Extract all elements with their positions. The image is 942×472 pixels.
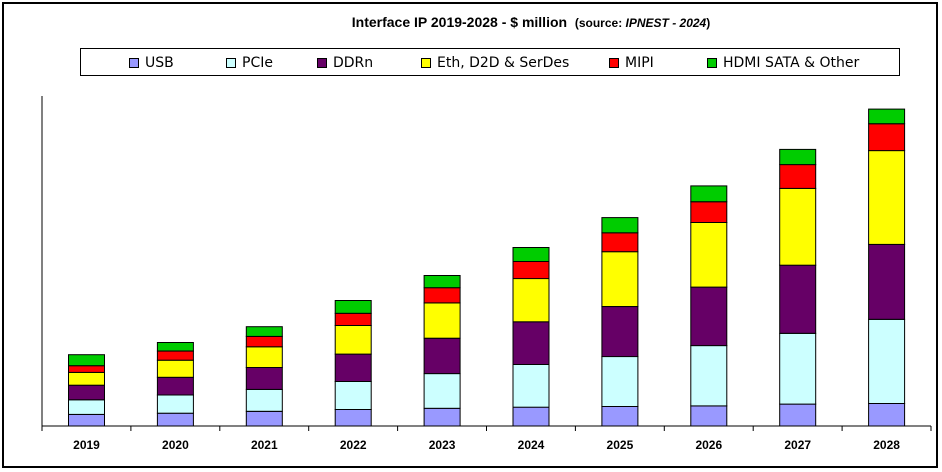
bar-segment-2021-3 (245, 346, 283, 368)
bar-segment-2023-1 (423, 373, 461, 409)
bar-segment-2026-4 (690, 201, 728, 224)
bar-segment-2019-3 (68, 371, 105, 386)
x-tick-label-2028: 2028 (873, 438, 900, 452)
bar-segment-2025-4 (601, 232, 639, 253)
bar-segment-2024-2 (512, 321, 550, 365)
bar-segment-2026-1 (690, 345, 728, 407)
legend-label-pcie: PCIe (242, 55, 273, 71)
legend-swatch-pcie (226, 58, 236, 68)
bar-segment-2019-5 (68, 354, 105, 367)
bar-segment-2023-5 (423, 275, 461, 289)
bar-segment-2020-4 (156, 350, 194, 361)
bar-segment-2023-2 (423, 337, 461, 375)
bar-segment-2027-3 (779, 187, 817, 266)
x-tick-label-2025: 2025 (607, 438, 634, 452)
bar-segment-2026-3 (690, 222, 728, 288)
bar-segment-2022-0 (334, 409, 372, 427)
bar-segment-2019-2 (68, 384, 105, 401)
bar-segment-2019-4 (68, 365, 105, 373)
bar-segment-2028-1 (868, 318, 906, 404)
bar-segment-2027-5 (779, 148, 817, 166)
bar-segment-2021-2 (245, 367, 283, 390)
legend-swatch-ddrn (317, 58, 327, 68)
chart-title: Interface IP 2019-2028 - $ million (sour… (0, 14, 942, 30)
legend-swatch-hdmi (707, 58, 717, 68)
bar-segment-2027-4 (779, 164, 817, 189)
legend-label-hdmi: HDMI SATA & Other (723, 55, 860, 71)
bar-segment-2020-2 (156, 376, 194, 396)
bar-segment-2022-1 (334, 381, 372, 410)
x-tick-label-2026: 2026 (695, 438, 722, 452)
legend-item-pcie: PCIe (226, 49, 273, 77)
bar-segment-2025-3 (601, 251, 639, 307)
bar-segment-2028-0 (868, 403, 906, 427)
legend-item-eth: Eth, D2D & SerDes (421, 49, 569, 77)
bar-segment-2024-5 (512, 247, 550, 262)
x-tick-label-2023: 2023 (429, 438, 456, 452)
legend-label-usb: USB (145, 55, 174, 71)
bar-segment-2027-1 (779, 332, 817, 405)
legend-item-usb: USB (129, 49, 174, 77)
legend-swatch-mipi (609, 58, 619, 68)
legend-item-mipi: MIPI (609, 49, 654, 77)
x-tick-label-2020: 2020 (162, 438, 189, 452)
bar-segment-2021-5 (245, 326, 283, 337)
legend-swatch-usb (129, 58, 139, 68)
bar-segment-2028-4 (868, 123, 906, 152)
legend-item-ddrn: DDRn (317, 49, 373, 77)
bar-segment-2022-2 (334, 353, 372, 383)
bar-segment-2024-1 (512, 364, 550, 408)
bar-segment-2026-2 (690, 286, 728, 347)
bar-segment-2019-0 (68, 413, 105, 427)
bar-segment-2022-4 (334, 312, 372, 326)
x-tick-label-2022: 2022 (340, 438, 367, 452)
bar-segment-2020-0 (156, 412, 194, 427)
legend-swatch-eth (421, 58, 431, 68)
bar-segment-2025-0 (601, 406, 639, 427)
bar-segment-2027-0 (779, 403, 817, 427)
bar-segment-2025-2 (601, 306, 639, 358)
bar-segment-2023-0 (423, 407, 461, 427)
bar-segment-2028-3 (868, 150, 906, 245)
x-tick-label-2024: 2024 (518, 438, 545, 452)
legend-label-mipi: MIPI (625, 55, 654, 71)
bar-segment-2023-4 (423, 287, 461, 304)
bar-segment-2020-1 (156, 394, 194, 414)
bar-segment-2021-0 (245, 410, 283, 427)
bar-segment-2025-1 (601, 356, 639, 407)
bar-segment-2026-5 (690, 185, 728, 203)
bar-segment-2027-2 (779, 264, 817, 334)
bar-segment-2021-1 (245, 388, 283, 412)
bar-segment-2028-5 (868, 108, 906, 125)
legend-item-hdmi: HDMI SATA & Other (707, 49, 859, 77)
x-tick-label-2019: 2019 (73, 438, 100, 452)
bar-segment-2024-3 (512, 278, 550, 323)
bar-segment-2024-4 (512, 261, 550, 280)
bar-segment-2026-0 (690, 405, 728, 427)
bar-segment-2022-3 (334, 325, 372, 355)
bar-segment-2023-3 (423, 302, 461, 339)
bar-segment-2019-1 (68, 399, 105, 415)
bar-segment-2020-3 (156, 359, 194, 378)
x-tick-label-2021: 2021 (251, 438, 278, 452)
bar-segment-2020-5 (156, 342, 194, 352)
bar-segment-2021-4 (245, 335, 283, 348)
bar-segment-2022-5 (334, 300, 372, 314)
bar-segment-2028-2 (868, 243, 906, 320)
legend-label-ddrn: DDRn (333, 55, 374, 71)
chart-title-source: (source: IPNEST - 2024) (574, 16, 711, 30)
chart-legend: USB PCIe DDRn Eth, D2D & SerDes MIPI HDM… (80, 48, 900, 76)
legend-label-eth: Eth, D2D & SerDes (437, 55, 570, 71)
chart-title-main: Interface IP 2019-2028 - $ million (351, 14, 568, 30)
x-tick-label-2027: 2027 (784, 438, 811, 452)
bar-segment-2025-5 (601, 217, 639, 234)
bar-segment-2024-0 (512, 406, 550, 427)
